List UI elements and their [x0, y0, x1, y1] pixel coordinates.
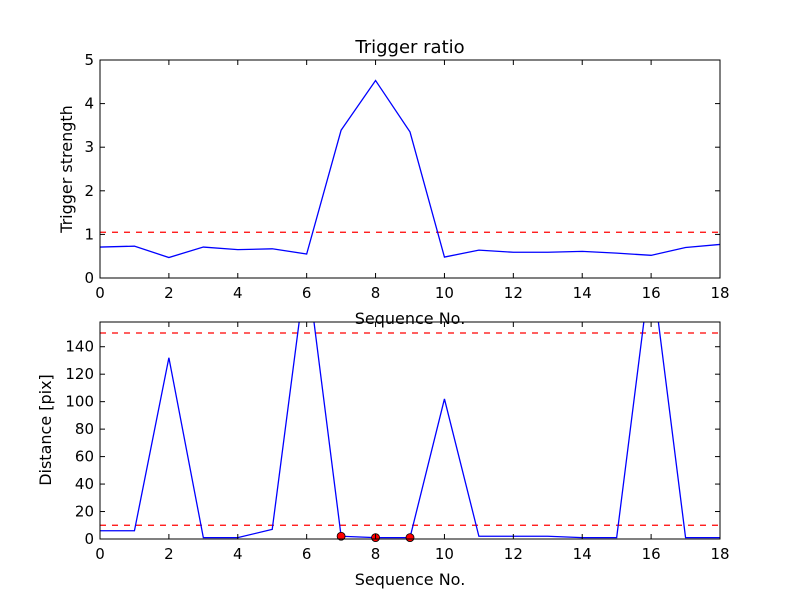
x-tick-label: 6 — [302, 284, 312, 302]
y-tick-label: 5 — [84, 51, 94, 69]
y-tick-label: 40 — [75, 475, 94, 493]
plot-frame — [99, 321, 721, 540]
x-tick-label: 12 — [504, 545, 523, 563]
distance-chart: 0 2 4 6 8 10 12 14 16 18 0 20 40 60 80 100 120 140 Sequen… — [36, 321, 730, 589]
y-tick-label: 60 — [75, 448, 94, 466]
series-line — [100, 322, 720, 539]
x-tick-label: 4 — [233, 284, 243, 302]
x-tick-label: 2 — [164, 545, 174, 563]
data-point-marker — [336, 531, 346, 541]
y-tick-label: 100 — [65, 393, 94, 411]
x-tick-label: 0 — [95, 284, 105, 302]
x-tick-label: 6 — [302, 545, 312, 563]
x-tick-label: 10 — [435, 545, 454, 563]
y-tick-label: 140 — [65, 338, 94, 356]
x-tick-label: 2 — [164, 284, 174, 302]
x-tick-label: 18 — [710, 284, 729, 302]
series-line — [100, 79, 720, 259]
plot-frame — [99, 59, 721, 279]
x-tick-label: 14 — [573, 284, 592, 302]
x-tick-label: 8 — [371, 545, 381, 563]
x-tick-label: 16 — [642, 545, 661, 563]
x-tick-label: 4 — [233, 545, 243, 563]
chart-title: Trigger ratio — [354, 37, 464, 58]
y-tick-label: 0 — [84, 269, 94, 287]
y-tick-label: 3 — [84, 138, 94, 156]
x-tick-label: 12 — [504, 284, 523, 302]
y-tick-label: 4 — [84, 95, 94, 113]
data-point-marker — [405, 533, 415, 543]
y-tick-label: 80 — [75, 420, 94, 438]
y-tick-label: 1 — [84, 225, 94, 243]
x-axis-label: Sequence No. — [355, 570, 466, 589]
y-tick-label: 0 — [84, 530, 94, 548]
x-axis-label: Sequence No. — [355, 309, 466, 328]
x-tick-label: 10 — [435, 284, 454, 302]
x-tick-label: 8 — [371, 284, 381, 302]
x-tick-label: 0 — [95, 545, 105, 563]
y-axis-label: Trigger strength — [57, 105, 76, 234]
y-axis-label: Distance [pix] — [36, 374, 55, 486]
x-tick-label: 18 — [710, 545, 729, 563]
x-tick-label: 14 — [573, 545, 592, 563]
y-tick-label: 20 — [75, 503, 94, 521]
y-tick-label: 2 — [84, 182, 94, 200]
x-tick-label: 16 — [642, 284, 661, 302]
y-tick-label: 120 — [65, 365, 94, 383]
